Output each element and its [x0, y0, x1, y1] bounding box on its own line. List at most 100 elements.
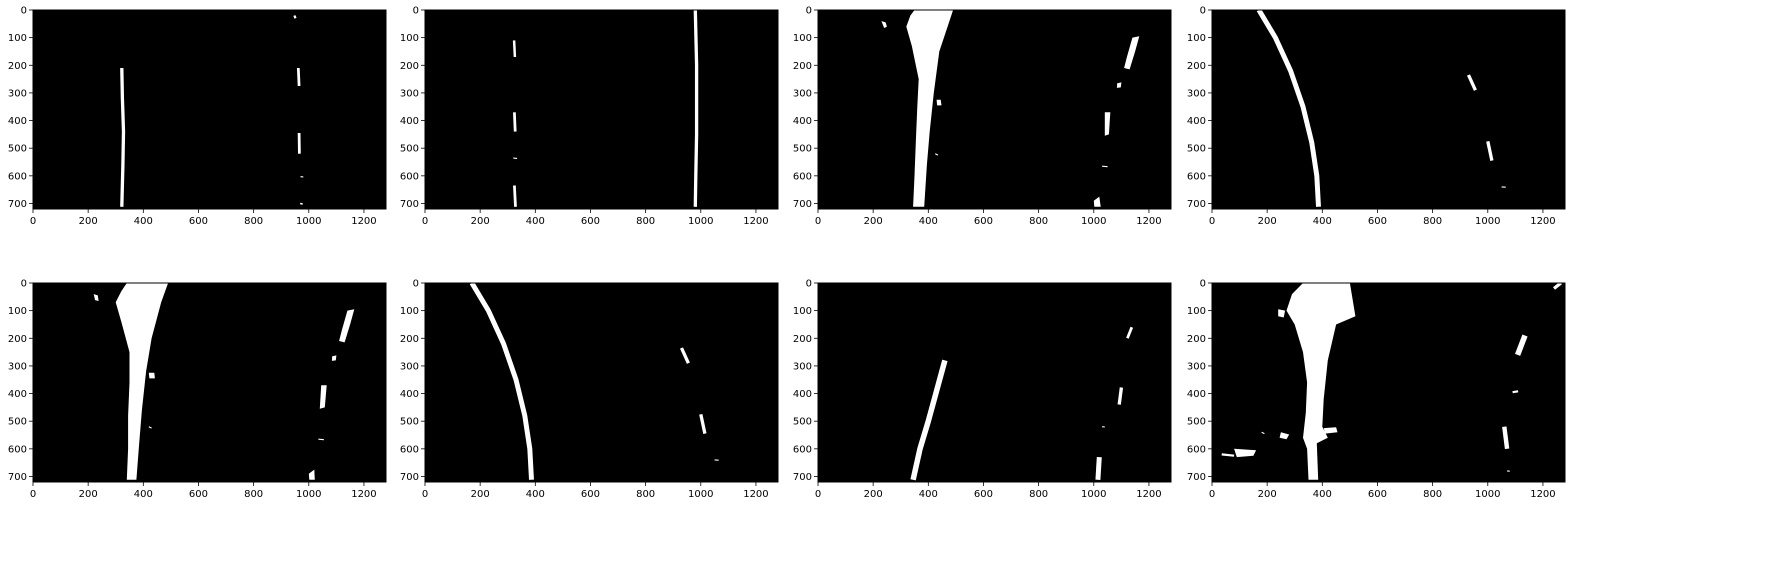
x-tick-label: 1000 — [1081, 489, 1106, 500]
y-tick-label: 700 — [1187, 199, 1206, 210]
plot-area — [425, 283, 778, 482]
lane-blob — [936, 99, 942, 106]
y-tick-label: 600 — [8, 171, 27, 182]
x-tick-label: 600 — [581, 216, 600, 227]
y-tick-label: 300 — [1187, 361, 1206, 372]
plot-area — [818, 10, 1171, 209]
y-tick-label: 400 — [8, 116, 27, 127]
lane-blob — [1124, 36, 1140, 70]
x-tick-label: 200 — [864, 489, 883, 500]
x-tick-label: 400 — [134, 216, 153, 227]
lane-pixels — [120, 15, 304, 207]
panel-8: 0 200 400 600 800 1000 1200 0 100 200 300 400 500 600… — [1187, 279, 1566, 500]
lane-blob — [1234, 448, 1257, 458]
x-tick-label: 0 — [815, 489, 821, 500]
x-tick-label: 1000 — [688, 216, 713, 227]
x-tick-label: 1200 — [743, 216, 768, 227]
lane-stroke — [148, 426, 152, 429]
y-tick-label: 0 — [806, 279, 812, 290]
x-tick-label: 400 — [526, 489, 545, 500]
y-tick-label: 100 — [400, 33, 419, 44]
y-tick-label: 200 — [400, 334, 419, 345]
lane-pixels — [910, 326, 1134, 481]
x-tick-label: 1200 — [1136, 216, 1161, 227]
lane-stroke — [1221, 453, 1235, 457]
x-tick-label: 600 — [189, 489, 208, 500]
panel-4: 0 200 400 600 800 1000 1200 0 100 200 300 400 500 600… — [1187, 6, 1566, 227]
x-tick-label: 800 — [1029, 216, 1048, 227]
lane-blob — [1294, 316, 1301, 325]
y-tick-label: 500 — [8, 417, 27, 428]
y-tick-label: 100 — [8, 306, 27, 317]
lane-stroke — [693, 10, 699, 207]
x-tick-label: 600 — [974, 489, 993, 500]
x-tick-label: 400 — [919, 489, 938, 500]
x-tick-label: 800 — [244, 216, 263, 227]
x-tick-label: 200 — [79, 216, 98, 227]
y-tick-label: 400 — [793, 116, 812, 127]
lane-stroke — [934, 153, 939, 156]
x-tick-label: 800 — [1029, 489, 1048, 500]
plot-area — [33, 283, 386, 482]
lane-stroke — [296, 67, 301, 87]
panel-6: 0 200 400 600 800 1000 1200 0 100 200 300 400 500 600… — [400, 279, 779, 500]
y-tick-label: 200 — [8, 61, 27, 72]
lane-pixels — [512, 10, 699, 207]
x-tick-label: 1000 — [1081, 216, 1106, 227]
plot-frame — [1211, 282, 1566, 483]
lane-pixels — [1256, 10, 1506, 207]
plot-area — [818, 283, 1171, 482]
y-tick-label: 200 — [1187, 334, 1206, 345]
lane-stroke — [699, 413, 707, 434]
y-tick-label: 600 — [8, 444, 27, 455]
y-tick-label: 700 — [793, 199, 812, 210]
y-tick-label: 700 — [400, 472, 419, 483]
x-tick-label: 600 — [1368, 216, 1387, 227]
lane-stroke — [910, 359, 948, 481]
lane-pixels — [881, 10, 1140, 207]
y-tick-label: 400 — [400, 389, 419, 400]
y-tick-label: 600 — [1187, 444, 1206, 455]
lane-blob — [1104, 112, 1111, 136]
y-tick-label: 200 — [793, 334, 812, 345]
x-tick-label: 400 — [134, 489, 153, 500]
lane-stroke — [1261, 431, 1265, 435]
lane-stroke — [318, 438, 324, 441]
x-tick-label: 1000 — [688, 489, 713, 500]
panel-5: 0 200 400 600 800 1000 1200 0 100 200 300 400 500 600… — [8, 279, 387, 500]
lane-stroke — [300, 202, 303, 205]
y-tick-label: 700 — [1187, 472, 1206, 483]
y-tick-label: 0 — [21, 6, 27, 17]
lane-blob — [148, 372, 155, 379]
lane-blob — [339, 309, 355, 343]
lane-stroke — [513, 185, 517, 207]
y-tick-label: 300 — [1187, 88, 1206, 99]
panel-2: 0 200 400 600 800 1000 1200 0 100 200 300 400 500 600… — [400, 6, 779, 227]
y-tick-label: 400 — [8, 389, 27, 400]
x-tick-label: 600 — [189, 216, 208, 227]
lane-pixels — [469, 283, 719, 480]
plot-frame — [817, 282, 1172, 483]
lane-stroke — [1486, 140, 1494, 161]
x-tick-label: 1200 — [743, 489, 768, 500]
lane-blob — [308, 469, 315, 480]
lane-stroke — [120, 67, 126, 207]
lane-stroke — [1117, 387, 1124, 405]
y-tick-label: 400 — [1187, 389, 1206, 400]
y-tick-label: 100 — [400, 306, 419, 317]
y-tick-label: 700 — [8, 472, 27, 483]
x-tick-label: 0 — [30, 216, 36, 227]
x-tick-label: 800 — [244, 489, 263, 500]
plot-frame — [32, 9, 387, 210]
y-tick-label: 100 — [8, 33, 27, 44]
y-tick-label: 500 — [400, 417, 419, 428]
plot-frame — [817, 9, 1172, 210]
x-tick-label: 600 — [1368, 489, 1387, 500]
lane-blob — [1278, 309, 1286, 318]
lane-stroke — [469, 283, 534, 480]
x-tick-label: 600 — [581, 489, 600, 500]
lane-pixels — [1221, 283, 1562, 480]
panel-7: 0 200 400 600 800 1000 1200 0 100 200 300 400 500 600… — [793, 279, 1172, 500]
x-tick-label: 0 — [1209, 489, 1215, 500]
plot-frame — [424, 9, 779, 210]
